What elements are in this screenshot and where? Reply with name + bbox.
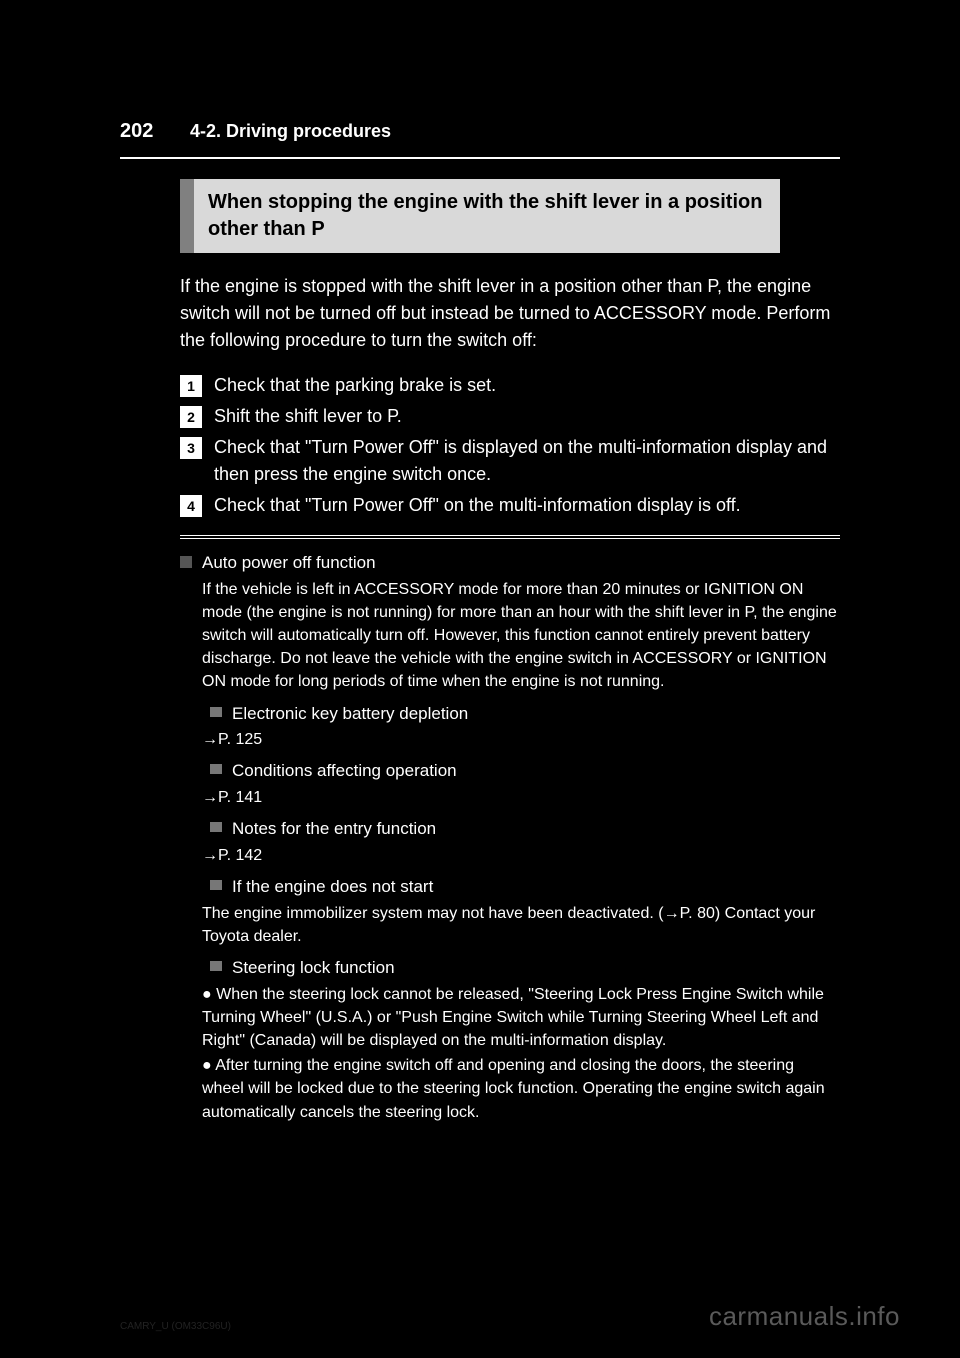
step-number-icon: 3 <box>180 437 202 459</box>
nested-title: Notes for the entry function <box>232 817 840 842</box>
page-number: 202 <box>120 120 180 143</box>
nested-bullet: ● When the steering lock cannot be relea… <box>202 983 840 1053</box>
nested-ref: →P. 141 <box>202 786 840 809</box>
step-text: Check that the parking brake is set. <box>214 372 840 399</box>
nested-bullet: ● After turning the engine switch off an… <box>202 1054 840 1124</box>
header-rule <box>120 157 840 159</box>
square-bullet-icon <box>210 880 222 890</box>
step-item: 2 Shift the shift lever to P. <box>180 403 840 430</box>
subsection-body: If the vehicle is left in ACCESSORY mode… <box>202 578 840 694</box>
step-item: 1 Check that the parking brake is set. <box>180 372 840 399</box>
nested-item: Conditions affecting operation <box>210 759 840 784</box>
nested-ref: →P. 125 <box>202 728 840 751</box>
bullet-text: After turning the engine switch off and … <box>202 1057 825 1120</box>
nested-item: Electronic key battery depletion <box>210 702 840 727</box>
step-list: 1 Check that the parking brake is set. 2… <box>180 372 840 519</box>
square-bullet-icon <box>210 707 222 717</box>
square-bullet-icon <box>180 556 192 568</box>
step-text: Check that "Turn Power Off" is displayed… <box>214 434 840 488</box>
step-item: 3 Check that "Turn Power Off" is display… <box>180 434 840 488</box>
bullet-text: When the steering lock cannot be release… <box>202 986 824 1049</box>
nested-ref: →P. 142 <box>202 844 840 867</box>
step-text: Check that "Turn Power Off" on the multi… <box>214 492 840 519</box>
nested-title: Steering lock function <box>232 956 840 981</box>
nested-item: If the engine does not start <box>210 875 840 900</box>
nested-title: If the engine does not start <box>232 875 840 900</box>
section-heading: When stopping the engine with the shift … <box>180 179 780 253</box>
step-item: 4 Check that "Turn Power Off" on the mul… <box>180 492 840 519</box>
intro-paragraph: If the engine is stopped with the shift … <box>180 273 840 354</box>
subsection-title: Auto power off function <box>202 551 840 576</box>
subsection: Auto power off function <box>180 551 840 576</box>
nested-list: Electronic key battery depletion →P. 125… <box>180 702 840 1124</box>
nested-title: Conditions affecting operation <box>232 759 840 784</box>
step-number-icon: 4 <box>180 495 202 517</box>
nested-item: Notes for the entry function <box>210 817 840 842</box>
subsection-list: Auto power off function If the vehicle i… <box>180 551 840 1124</box>
double-rule <box>180 535 840 539</box>
square-bullet-icon <box>210 764 222 774</box>
manual-page: 202 4-2. Driving procedures When stoppin… <box>0 0 960 1358</box>
nested-title: Electronic key battery depletion <box>232 702 840 727</box>
page-header: 202 4-2. Driving procedures <box>0 0 960 143</box>
step-number-icon: 1 <box>180 375 202 397</box>
document-id: CAMRY_U (OM33C96U) <box>120 1321 231 1332</box>
section-body: If the engine is stopped with the shift … <box>0 253 960 519</box>
nested-item: Steering lock function <box>210 956 840 981</box>
step-text: Shift the shift lever to P. <box>214 403 840 430</box>
nested-body: The engine immobilizer system may not ha… <box>202 902 840 948</box>
watermark: carmanuals.info <box>709 1301 900 1332</box>
step-number-icon: 2 <box>180 406 202 428</box>
square-bullet-icon <box>210 822 222 832</box>
chapter-title: 4-2. Driving procedures <box>190 121 391 142</box>
square-bullet-icon <box>210 961 222 971</box>
